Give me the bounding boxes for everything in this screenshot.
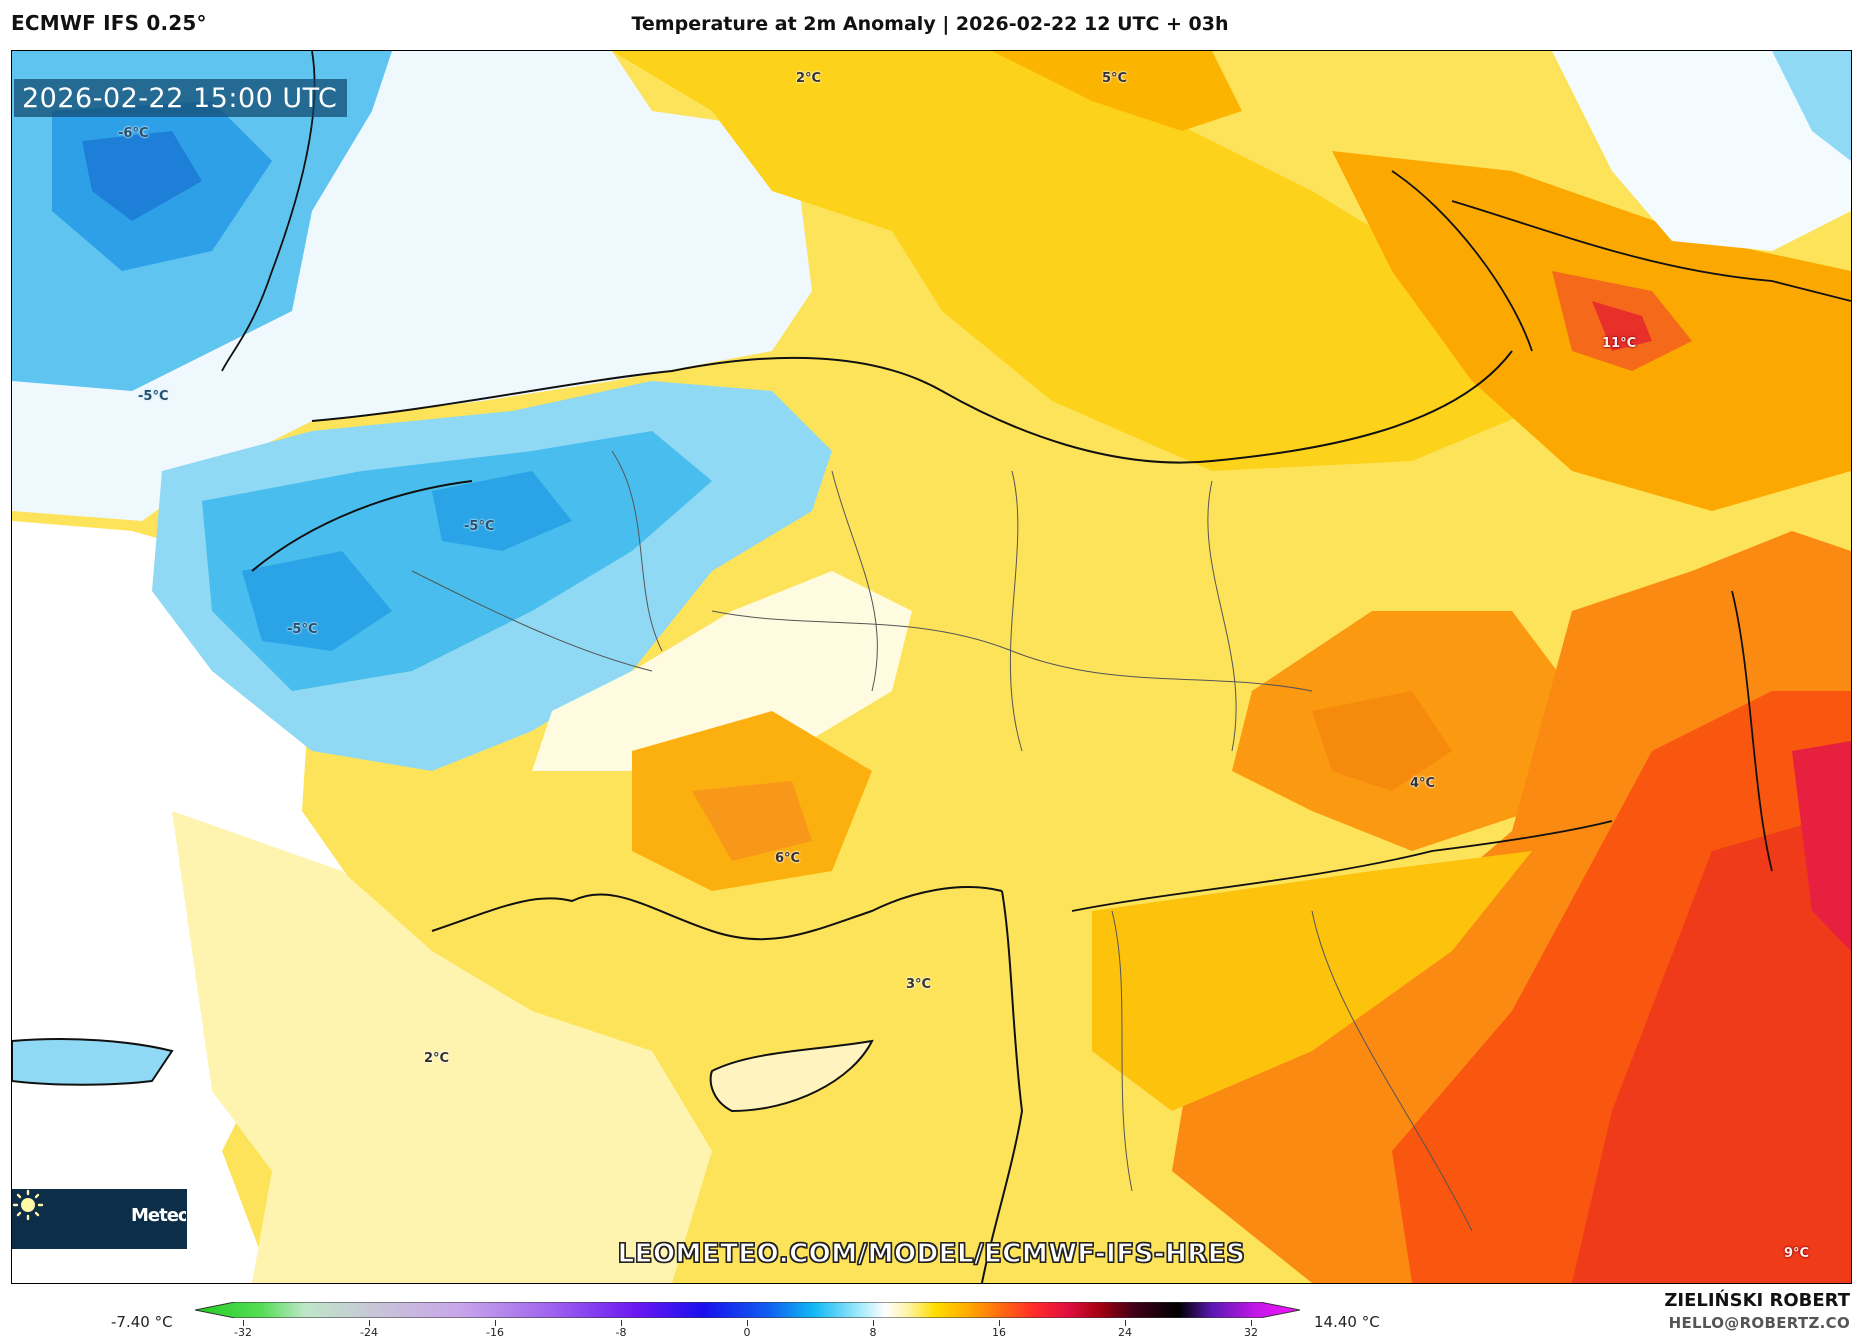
colorbar-tick-label: 24 [1118, 1326, 1132, 1339]
colorbar-tick-label: 16 [992, 1326, 1006, 1339]
temp-label: -5°C [138, 389, 169, 404]
colorbar-tick-label: -32 [234, 1326, 252, 1339]
colorbar-min-label: -7.40 °C [111, 1313, 173, 1331]
chart-title: Temperature at 2m Anomaly | 2026-02-22 1… [631, 13, 1229, 35]
colorbar-tick [873, 1320, 874, 1326]
colorbar-max-label: 14.40 °C [1314, 1313, 1380, 1331]
colorbar [195, 1302, 1300, 1318]
temp-label: -5°C [287, 622, 318, 637]
temp-label: 2°C [424, 1051, 450, 1066]
colorbar-tick-label: 8 [869, 1326, 877, 1339]
source-watermark: LEOMETEO.COM/MODEL/ECMWF-IFS-HRES [617, 1238, 1246, 1269]
colorbar-tick-label: 0 [743, 1326, 751, 1339]
colorbar-tick [621, 1320, 622, 1326]
colorbar-tick [747, 1320, 748, 1326]
temp-label: 11°C [1602, 336, 1637, 351]
colorbar-tick [1125, 1320, 1126, 1326]
temp-label: 4°C [1410, 776, 1436, 791]
temp-label: -6°C [118, 126, 149, 141]
author-email[interactable]: HELLO@ROBERTZ.CO [1668, 1314, 1850, 1332]
logo-text: Meteo [131, 1205, 186, 1226]
colorbar-tick-label: 32 [1244, 1326, 1258, 1339]
temp-label: -5°C [464, 519, 495, 534]
colorbar-tick-label: -16 [486, 1326, 504, 1339]
temp-label: 6°C [775, 851, 801, 866]
temp-label: 5°C [1102, 71, 1128, 86]
logo-badge[interactable]: Meteo [12, 1189, 187, 1249]
author-name: ZIELIŃSKI ROBERT [1664, 1290, 1850, 1311]
colorbar-tick [369, 1320, 370, 1326]
temperature-field [12, 51, 1851, 1283]
colorbar-tick [495, 1320, 496, 1326]
colorbar-tick [999, 1320, 1000, 1326]
colorbar-tick [1251, 1320, 1252, 1326]
colorbar-tick-label: -24 [360, 1326, 378, 1339]
valid-time-badge: 2026-02-22 15:00 UTC [14, 79, 348, 117]
anomaly-map[interactable]: 2026-02-22 15:00 UTC -6°C -5°C -5°C -5°C… [11, 50, 1852, 1284]
model-name: ECMWF IFS 0.25° [11, 11, 207, 35]
colorbar-tick-label: -8 [615, 1326, 627, 1339]
temp-label: 2°C [796, 71, 822, 86]
temp-label: 9°C [1784, 1246, 1810, 1261]
colorbar-tick [243, 1320, 244, 1326]
temp-label: 3°C [906, 977, 932, 992]
sun-icon [12, 1189, 44, 1221]
